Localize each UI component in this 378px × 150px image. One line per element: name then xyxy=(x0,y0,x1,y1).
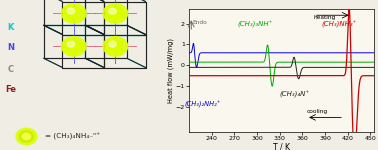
Circle shape xyxy=(103,4,128,23)
Text: cooling: cooling xyxy=(307,109,328,114)
Circle shape xyxy=(16,128,37,145)
Text: (CH₃)NH₃⁺: (CH₃)NH₃⁺ xyxy=(321,21,356,28)
Text: (CH₃)₃NH⁺: (CH₃)₃NH⁺ xyxy=(238,21,273,28)
Text: K: K xyxy=(8,22,14,32)
Circle shape xyxy=(65,40,82,53)
Circle shape xyxy=(62,4,86,23)
X-axis label: T / K: T / K xyxy=(273,142,290,150)
Circle shape xyxy=(103,37,128,56)
Text: = (CH₃)₄NH₄₋ⁿ⁺: = (CH₃)₄NH₄₋ⁿ⁺ xyxy=(45,133,101,140)
Circle shape xyxy=(19,131,34,142)
Text: Endo: Endo xyxy=(193,20,208,25)
Circle shape xyxy=(22,133,31,140)
Circle shape xyxy=(107,7,124,20)
Text: N: N xyxy=(8,44,15,52)
Circle shape xyxy=(69,43,79,50)
Y-axis label: Heat flow (mW/mg): Heat flow (mW/mg) xyxy=(168,38,174,103)
Circle shape xyxy=(109,41,116,47)
Circle shape xyxy=(62,37,86,56)
Text: (CH₃)₄N⁺: (CH₃)₄N⁺ xyxy=(280,91,310,98)
Text: (CH₃)₂NH₂⁺: (CH₃)₂NH₂⁺ xyxy=(184,101,221,108)
Circle shape xyxy=(65,7,82,20)
Circle shape xyxy=(109,8,116,14)
Circle shape xyxy=(111,43,120,50)
Text: Fe: Fe xyxy=(6,85,17,94)
Circle shape xyxy=(111,10,120,17)
Text: C: C xyxy=(8,64,14,74)
Circle shape xyxy=(67,8,75,14)
Circle shape xyxy=(67,41,75,47)
Circle shape xyxy=(107,40,124,53)
Circle shape xyxy=(69,10,79,17)
Text: heating: heating xyxy=(314,15,336,20)
